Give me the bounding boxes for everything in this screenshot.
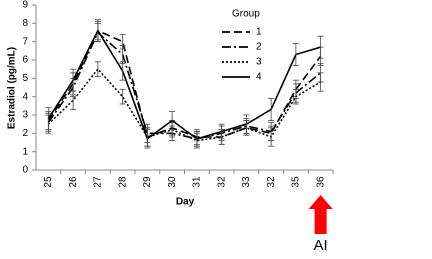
y-tick-label: 6 bbox=[22, 55, 28, 66]
y-tick-label: 1 bbox=[22, 146, 28, 157]
error-bar bbox=[268, 127, 275, 147]
annotation-label: AI bbox=[314, 237, 328, 254]
legend-title: Group bbox=[232, 9, 260, 20]
x-tick-label: 27 bbox=[93, 176, 104, 188]
x-tick-label: 32 bbox=[216, 176, 227, 188]
x-tick-label: 25 bbox=[43, 176, 54, 188]
error-bar bbox=[70, 90, 77, 110]
x-tick-label: 26 bbox=[68, 176, 79, 188]
y-tick-label: 2 bbox=[22, 128, 28, 139]
error-bar bbox=[243, 114, 250, 134]
x-tick-label: 29 bbox=[142, 176, 153, 188]
legend-label: 2 bbox=[256, 42, 262, 53]
legend-label: 4 bbox=[256, 72, 262, 83]
y-tick-label: 4 bbox=[22, 91, 28, 102]
error-bar bbox=[94, 61, 101, 77]
annotation-arrow bbox=[308, 195, 333, 234]
legend-label: 1 bbox=[256, 27, 262, 38]
series-line bbox=[47, 29, 321, 141]
error-bar bbox=[169, 110, 176, 131]
error-bar bbox=[94, 21, 101, 41]
x-tick-label: 33 bbox=[241, 176, 252, 188]
y-tick-label: 7 bbox=[22, 36, 28, 47]
error-bar bbox=[70, 68, 77, 92]
x-tick-label: 36 bbox=[315, 176, 326, 188]
x-axis-label: Day bbox=[176, 197, 195, 208]
error-bar bbox=[45, 107, 52, 131]
y-tick-label: 5 bbox=[22, 73, 28, 84]
error-bar bbox=[119, 61, 126, 81]
x-tick-label: 32 bbox=[266, 176, 277, 188]
y-tick-label: 3 bbox=[22, 110, 28, 121]
error-bar bbox=[317, 72, 324, 92]
error-bar bbox=[144, 129, 151, 149]
error-bar bbox=[119, 88, 126, 105]
error-bar bbox=[292, 43, 299, 66]
x-tick-label: 28 bbox=[117, 176, 128, 188]
y-tick-label: 9 bbox=[22, 0, 28, 11]
x-tick-label: 31 bbox=[192, 176, 203, 188]
error-bar bbox=[218, 123, 225, 140]
error-bar bbox=[317, 35, 324, 59]
series-line bbox=[47, 31, 322, 140]
y-tick-label: 8 bbox=[22, 18, 28, 29]
y-tick-label: 0 bbox=[22, 165, 28, 176]
y-axis-label: Estradiol (pg/mL) bbox=[7, 47, 18, 129]
legend-label: 3 bbox=[256, 57, 262, 68]
x-tick-label: 35 bbox=[291, 176, 302, 188]
error-bar bbox=[268, 98, 275, 121]
series-line bbox=[47, 67, 322, 142]
x-tick-label: 30 bbox=[167, 176, 178, 188]
error-bar bbox=[292, 88, 299, 105]
error-bar bbox=[193, 131, 200, 147]
